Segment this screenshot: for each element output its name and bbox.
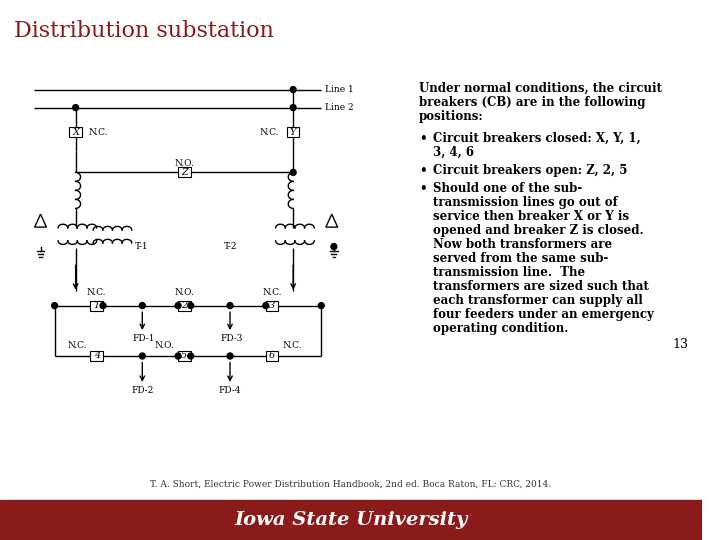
Text: •: • [419, 182, 427, 195]
Text: opened and breaker Z is closed.: opened and breaker Z is closed. [433, 224, 644, 237]
Text: Under normal conditions, the circuit: Under normal conditions, the circuit [419, 82, 662, 95]
Text: Z: Z [181, 168, 188, 177]
Circle shape [331, 244, 337, 249]
Text: Line 2: Line 2 [325, 103, 354, 112]
FancyBboxPatch shape [266, 301, 279, 310]
FancyBboxPatch shape [178, 351, 191, 361]
Text: served from the same sub-: served from the same sub- [433, 252, 608, 265]
Text: Should one of the sub-: Should one of the sub- [433, 182, 582, 195]
Text: service then breaker X or Y is: service then breaker X or Y is [433, 210, 629, 223]
Text: Now both transformers are: Now both transformers are [433, 238, 612, 251]
Text: N.C.: N.C. [87, 288, 107, 297]
FancyBboxPatch shape [178, 301, 191, 310]
Circle shape [290, 86, 296, 92]
Bar [0, 500, 702, 540]
Circle shape [52, 302, 58, 308]
Text: Circuit breakers closed: X, Y, 1,: Circuit breakers closed: X, Y, 1, [433, 132, 640, 145]
Text: Distribution substation: Distribution substation [14, 20, 274, 42]
Circle shape [227, 302, 233, 308]
Text: Iowa State University: Iowa State University [234, 511, 467, 529]
Circle shape [290, 170, 296, 176]
Circle shape [175, 353, 181, 359]
Text: operating condition.: operating condition. [433, 322, 568, 335]
Text: FD-4: FD-4 [219, 386, 241, 395]
Circle shape [175, 302, 181, 308]
Circle shape [290, 105, 296, 111]
Text: N.O.: N.O. [155, 341, 175, 350]
Text: Y: Y [290, 127, 297, 137]
Circle shape [140, 353, 145, 359]
Circle shape [263, 302, 269, 308]
Text: breakers (CB) are in the following: breakers (CB) are in the following [419, 96, 646, 109]
Text: Line 1: Line 1 [325, 85, 354, 94]
Circle shape [140, 302, 145, 308]
FancyBboxPatch shape [287, 127, 300, 137]
Text: N.C.: N.C. [89, 127, 108, 137]
Text: 3, 4, 6: 3, 4, 6 [433, 146, 474, 159]
Text: transformers are sized such that: transformers are sized such that [433, 280, 649, 293]
Text: T. A. Short, Electric Power Distribution Handbook, 2nd ed. Boca Raton, FL: CRC, : T. A. Short, Electric Power Distribution… [150, 480, 552, 489]
Circle shape [227, 353, 233, 359]
Circle shape [73, 105, 78, 111]
Text: T-2: T-2 [223, 242, 237, 251]
Circle shape [188, 302, 194, 308]
Text: N.C.: N.C. [260, 127, 279, 137]
Text: T-1: T-1 [135, 242, 149, 251]
Text: 1: 1 [94, 301, 100, 310]
FancyBboxPatch shape [91, 351, 103, 361]
Circle shape [100, 302, 106, 308]
Text: transmission line.  The: transmission line. The [433, 266, 585, 279]
Text: N.O.: N.O. [174, 288, 194, 297]
Text: 5: 5 [181, 352, 187, 361]
Circle shape [188, 353, 194, 359]
Text: N.O.: N.O. [174, 159, 194, 168]
Text: N.C.: N.C. [67, 341, 87, 350]
Text: FD-2: FD-2 [131, 386, 153, 395]
FancyBboxPatch shape [178, 167, 191, 178]
FancyBboxPatch shape [69, 127, 82, 137]
Text: four feeders under an emergency: four feeders under an emergency [433, 308, 654, 321]
Text: transmission lines go out of: transmission lines go out of [433, 196, 618, 209]
Text: FD-1: FD-1 [132, 334, 155, 343]
Text: 13: 13 [672, 338, 688, 351]
Text: X: X [72, 127, 79, 137]
Text: N.C.: N.C. [262, 288, 282, 297]
Text: positions:: positions: [419, 110, 484, 123]
Text: 2: 2 [181, 301, 187, 310]
Text: 3: 3 [269, 301, 275, 310]
Text: •: • [419, 132, 427, 145]
FancyBboxPatch shape [91, 301, 103, 310]
Text: each transformer can supply all: each transformer can supply all [433, 294, 642, 307]
Text: Circuit breakers open: Z, 2, 5: Circuit breakers open: Z, 2, 5 [433, 164, 627, 177]
Text: 6: 6 [269, 352, 275, 361]
FancyBboxPatch shape [266, 351, 279, 361]
Text: FD-3: FD-3 [220, 334, 243, 343]
Text: •: • [419, 164, 427, 177]
Circle shape [318, 302, 324, 308]
Text: N.C.: N.C. [282, 341, 302, 350]
Text: 4: 4 [94, 352, 100, 361]
